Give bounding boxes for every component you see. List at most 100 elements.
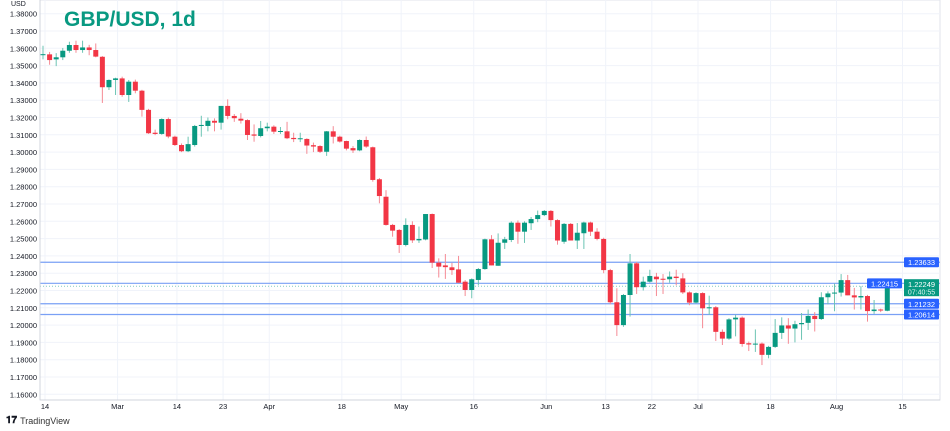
y-tick-label: 1.30000 — [10, 148, 37, 157]
candle-up — [218, 105, 224, 123]
candle-up — [502, 239, 508, 243]
candle-up — [475, 269, 481, 280]
candle-up — [766, 346, 772, 355]
level-price-label: 1.23633 — [908, 258, 935, 267]
candle-down — [442, 265, 448, 268]
x-tick-label: May — [394, 402, 408, 411]
candle-down — [653, 276, 659, 280]
candle-down — [93, 50, 99, 57]
candle-up — [324, 131, 330, 152]
x-tick-label: 18 — [338, 402, 346, 411]
candle-up — [423, 214, 429, 240]
x-tick-label: 23 — [219, 402, 227, 411]
candle-down — [429, 214, 435, 263]
candle-down — [225, 105, 231, 116]
candle-up — [647, 275, 653, 282]
candle-down — [211, 120, 217, 123]
candle-down — [396, 229, 402, 246]
x-tick-label: Mar — [111, 402, 124, 411]
candle-up — [258, 128, 264, 137]
candle-down — [73, 45, 79, 51]
x-axis[interactable]: 14 Mar 14 23 Apr 18 May 16 Jun 13 22 Jul 18 Aug 15 — [40, 399, 940, 411]
y-tick-label: 1.24000 — [10, 252, 37, 261]
candle-down — [634, 263, 640, 288]
candle-down — [812, 315, 818, 320]
candle-down — [673, 276, 679, 279]
x-tick-label: 18 — [766, 402, 774, 411]
candle-down — [601, 238, 607, 271]
candle-up — [264, 126, 270, 129]
y-tick-label: 1.18000 — [10, 356, 37, 365]
candle-up — [792, 324, 798, 329]
candle-up — [574, 232, 580, 241]
candle-up — [106, 79, 112, 88]
x-tick-label: 13 — [601, 402, 609, 411]
candle-up — [192, 125, 198, 146]
candle-down — [383, 196, 389, 225]
candle-down — [139, 90, 145, 110]
level-price-label: 1.21232 — [908, 300, 935, 309]
candle-down — [304, 138, 310, 146]
candle-up — [733, 317, 739, 320]
candle-up — [871, 309, 877, 312]
y-tick-label: 1.28000 — [10, 183, 37, 192]
candle-down — [785, 325, 791, 329]
x-tick-label: Aug — [830, 402, 843, 411]
brand-label: TradingView — [20, 415, 70, 426]
candle-down — [343, 141, 349, 149]
candle-up — [126, 81, 132, 96]
candle-up — [528, 219, 534, 224]
candle-down — [238, 118, 244, 121]
level-price-tag — [904, 257, 939, 268]
chart-title: GBP/USD, 1d — [64, 8, 196, 31]
candle-down — [47, 54, 53, 61]
candle-down — [363, 139, 369, 147]
candle-down — [271, 126, 277, 132]
candle-up — [805, 315, 811, 323]
candle-up — [40, 54, 46, 56]
y-tick-label: 1.21000 — [10, 304, 37, 313]
y-tick-label: 1.27000 — [10, 200, 37, 209]
y-tick-label: 1.17000 — [10, 373, 37, 382]
candle-down — [568, 223, 574, 241]
x-tick-label: Apr — [263, 402, 275, 411]
bar-countdown-label: 07:40:55 — [908, 290, 935, 297]
y-axis[interactable]: 1.16000 1.17000 1.18000 1.19000 1.20000 1.210… — [10, 0, 41, 400]
candle-down — [291, 137, 297, 140]
candle-down — [587, 222, 593, 232]
candle-up — [535, 215, 541, 220]
candle-up — [640, 281, 646, 288]
candle-up — [482, 239, 488, 270]
candle-down — [548, 210, 554, 221]
candle-up — [779, 325, 785, 333]
level-price-tag — [867, 278, 902, 289]
candle-down — [660, 278, 666, 280]
candle-up — [508, 222, 514, 240]
candle-up — [726, 319, 732, 339]
candle-down — [489, 239, 495, 266]
candle-down — [554, 220, 560, 241]
candle-up — [66, 45, 72, 51]
candle-down — [449, 267, 455, 271]
candle-down — [99, 56, 105, 88]
candle-down — [165, 119, 171, 137]
candle-down — [680, 278, 686, 293]
candle-up — [198, 124, 204, 126]
candle-down — [231, 115, 237, 119]
candle-down — [851, 295, 857, 298]
candle-up — [403, 224, 409, 246]
candle-up — [832, 292, 838, 294]
candle-up — [752, 343, 758, 345]
y-tick-label: 1.16000 — [10, 390, 37, 399]
candle-down — [456, 269, 462, 283]
level-price-tag — [904, 309, 939, 320]
candle-up — [818, 297, 824, 320]
candle-down — [614, 302, 620, 326]
candle-up — [561, 223, 567, 242]
plot-frame — [39, 0, 941, 401]
candle-up — [693, 293, 699, 303]
candle-down — [244, 120, 250, 135]
candle-up — [838, 280, 844, 293]
candle-up — [80, 47, 86, 51]
candle-down — [179, 145, 185, 152]
